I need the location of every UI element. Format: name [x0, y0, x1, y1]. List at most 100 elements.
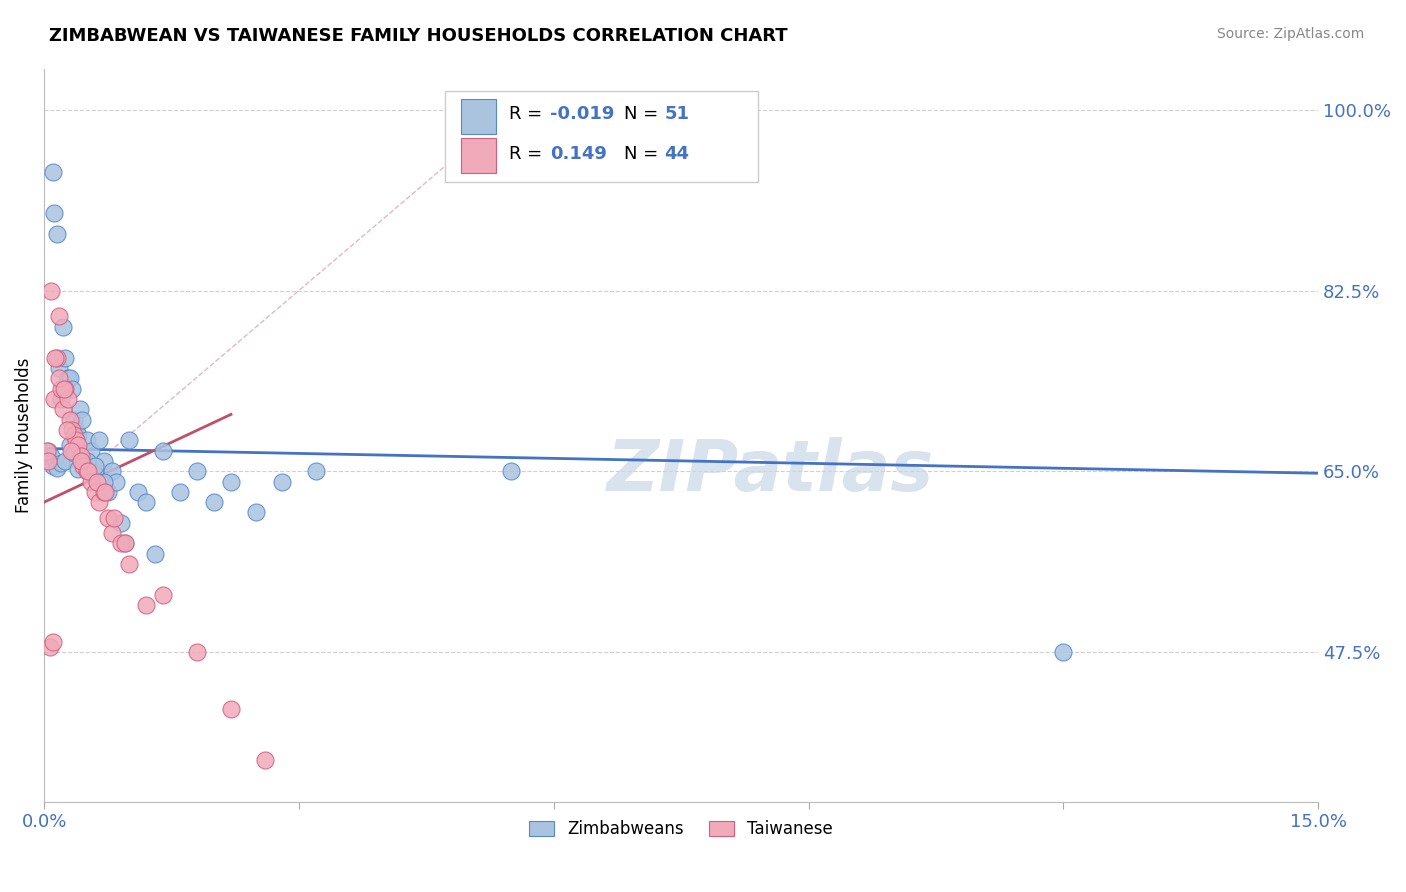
Point: [93, 475, 115, 489]
Text: R =: R =: [509, 105, 548, 123]
Point: [52, 319, 75, 334]
Point: [84, 458, 107, 473]
Point: [152, 588, 174, 602]
Point: [271, 475, 294, 489]
Point: [35, 443, 58, 458]
Point: [169, 484, 191, 499]
Point: [45, 351, 67, 365]
Point: [49, 392, 72, 406]
Point: [44, 392, 66, 406]
Point: [60, 382, 83, 396]
Point: [45, 227, 67, 241]
Point: [84, 484, 107, 499]
Point: [39, 640, 62, 654]
Point: [97, 510, 120, 524]
Text: ZIPatlas: ZIPatlas: [606, 437, 934, 506]
Point: [114, 536, 136, 550]
Point: [45, 461, 67, 475]
Point: [93, 454, 115, 468]
Point: [63, 412, 86, 426]
Text: ZIMBABWEAN VS TAIWANESE FAMILY HOUSEHOLDS CORRELATION CHART: ZIMBABWEAN VS TAIWANESE FAMILY HOUSEHOLD…: [49, 27, 787, 45]
Text: Source: ZipAtlas.com: Source: ZipAtlas.com: [1216, 27, 1364, 41]
Point: [135, 495, 157, 509]
Point: [93, 484, 115, 499]
FancyBboxPatch shape: [461, 138, 496, 173]
Point: [72, 458, 94, 473]
Point: [118, 557, 141, 571]
Point: [1052, 645, 1074, 659]
FancyBboxPatch shape: [446, 90, 758, 182]
Point: [202, 495, 225, 509]
Point: [39, 449, 62, 463]
Text: N =: N =: [624, 145, 664, 163]
Point: [186, 645, 208, 659]
Point: [69, 454, 91, 468]
Point: [49, 382, 72, 396]
Point: [37, 454, 59, 468]
Point: [48, 371, 70, 385]
Point: [63, 445, 86, 459]
Point: [69, 449, 91, 463]
Point: [501, 464, 523, 478]
Point: [53, 351, 76, 365]
Point: [56, 371, 79, 385]
Point: [72, 412, 94, 426]
Point: [41, 458, 63, 473]
Text: 44: 44: [665, 145, 689, 163]
Point: [65, 423, 87, 437]
Point: [101, 464, 124, 478]
Point: [37, 443, 59, 458]
Point: [89, 495, 111, 509]
Point: [52, 382, 75, 396]
Point: [58, 412, 80, 426]
Point: [84, 464, 107, 478]
Point: [80, 443, 103, 458]
Text: -0.019: -0.019: [550, 105, 614, 123]
Point: [80, 475, 103, 489]
Point: [67, 438, 90, 452]
Point: [49, 456, 72, 470]
Point: [53, 382, 76, 396]
Point: [135, 599, 157, 613]
Point: [103, 510, 125, 524]
Point: [67, 428, 90, 442]
Point: [152, 443, 174, 458]
Point: [105, 475, 128, 489]
Point: [53, 454, 76, 468]
Point: [41, 165, 63, 179]
Point: [58, 438, 80, 452]
Point: [39, 284, 62, 298]
Point: [56, 423, 79, 437]
Point: [58, 371, 80, 385]
Point: [118, 434, 141, 448]
Point: [245, 506, 267, 520]
Text: R =: R =: [509, 145, 554, 163]
Point: [110, 536, 132, 550]
Point: [67, 462, 90, 476]
Point: [76, 464, 98, 478]
Point: [44, 206, 66, 220]
Point: [110, 516, 132, 530]
Point: [253, 753, 276, 767]
Legend: Zimbabweans, Taiwanese: Zimbabweans, Taiwanese: [523, 814, 839, 845]
Point: [44, 351, 66, 365]
Text: 51: 51: [665, 105, 689, 123]
Y-axis label: Family Households: Family Households: [15, 358, 32, 513]
Point: [76, 434, 98, 448]
Point: [186, 464, 208, 478]
Point: [76, 454, 98, 468]
FancyBboxPatch shape: [461, 99, 496, 135]
Point: [41, 634, 63, 648]
Point: [305, 464, 328, 478]
Point: [127, 484, 149, 499]
Text: N =: N =: [624, 105, 664, 123]
Point: [52, 402, 75, 417]
Point: [94, 484, 117, 499]
Point: [89, 434, 111, 448]
Point: [86, 475, 108, 489]
Point: [69, 402, 91, 417]
Point: [48, 360, 70, 375]
Point: [48, 310, 70, 324]
Point: [219, 475, 242, 489]
Point: [77, 464, 100, 478]
